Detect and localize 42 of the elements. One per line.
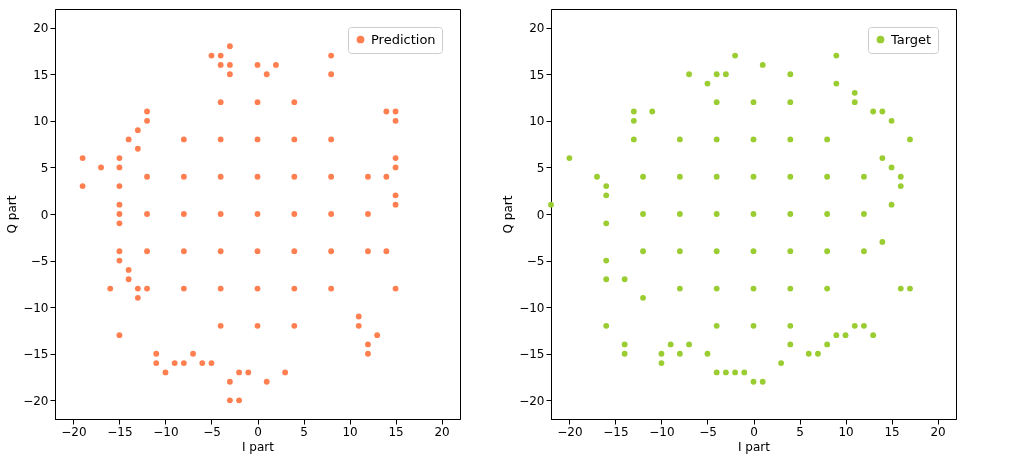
y-tick-label: −15: [519, 347, 545, 362]
y-tick-label: −20: [23, 393, 49, 408]
x-tick-label: 10: [342, 424, 358, 439]
x-tick-label: −15: [107, 424, 133, 439]
x-tick-label: 20: [930, 424, 946, 439]
x-tick-label: 20: [434, 424, 450, 439]
x-tick-label: −20: [557, 424, 583, 439]
x-tick-label: 5: [796, 424, 804, 439]
y-tick-label: 0: [536, 207, 545, 222]
y-tick-label: 5: [40, 160, 49, 175]
y-tick-label: 5: [536, 160, 545, 175]
x-tick-label: 10: [838, 424, 854, 439]
x-tick-label: −5: [203, 424, 221, 439]
y-tick-label: 20: [33, 21, 49, 36]
y-tick-label: 10: [33, 114, 49, 129]
x-axis-title: I part: [242, 439, 275, 454]
y-tick-label: 10: [529, 114, 545, 129]
y-tick-label: −10: [519, 300, 545, 315]
x-axis-title: I part: [738, 439, 771, 454]
y-tick-label: 20: [529, 21, 545, 36]
x-tick-label: −15: [603, 424, 629, 439]
y-tick-label: −20: [519, 393, 545, 408]
y-tick-label: −5: [30, 254, 49, 269]
y-tick-label: −10: [23, 300, 49, 315]
y-tick-label: 15: [529, 67, 545, 82]
x-tick-label: −10: [153, 424, 179, 439]
x-tick-label: −5: [699, 424, 717, 439]
x-tick-label: −10: [649, 424, 675, 439]
y-axis-title: Q part: [5, 195, 20, 234]
x-tick-label: 15: [388, 424, 404, 439]
y-axis-title: Q part: [501, 195, 516, 234]
y-tick-label: 0: [40, 207, 49, 222]
y-tick-label: −5: [526, 254, 545, 269]
x-tick-label: 15: [884, 424, 900, 439]
x-tick-label: 0: [254, 424, 262, 439]
x-tick-label: 0: [750, 424, 758, 439]
y-tick-label: 15: [33, 67, 49, 82]
x-tick-label: −20: [61, 424, 87, 439]
x-tick-label: 5: [300, 424, 308, 439]
legend-label: Target: [890, 31, 932, 47]
legend-label: Prediction: [371, 31, 436, 47]
y-tick-label: −15: [23, 347, 49, 362]
